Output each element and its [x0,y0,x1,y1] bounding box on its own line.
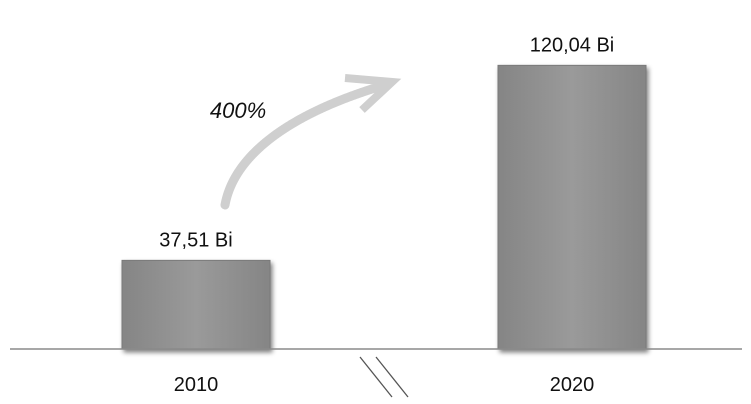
bars-layer [121,64,647,350]
growth-arrow-head [344,74,402,113]
growth-arrow [220,80,390,210]
axis-break-mark-left [359,356,393,398]
data-label-2010: 37,51 Bi [159,229,232,251]
data-label-2020: 120,04 Bi [530,34,615,56]
bar-2020 [497,64,647,350]
axis-break-mark-right [375,356,409,398]
x-tick-label-2010: 2010 [174,374,219,396]
growth-annotation: 400% [210,98,266,123]
bar-2010 [121,259,271,350]
x-tick-label-2020: 2020 [550,374,595,396]
labels-layer: 37,51 Bi 2010 120,04 Bi 2020 [159,34,614,396]
